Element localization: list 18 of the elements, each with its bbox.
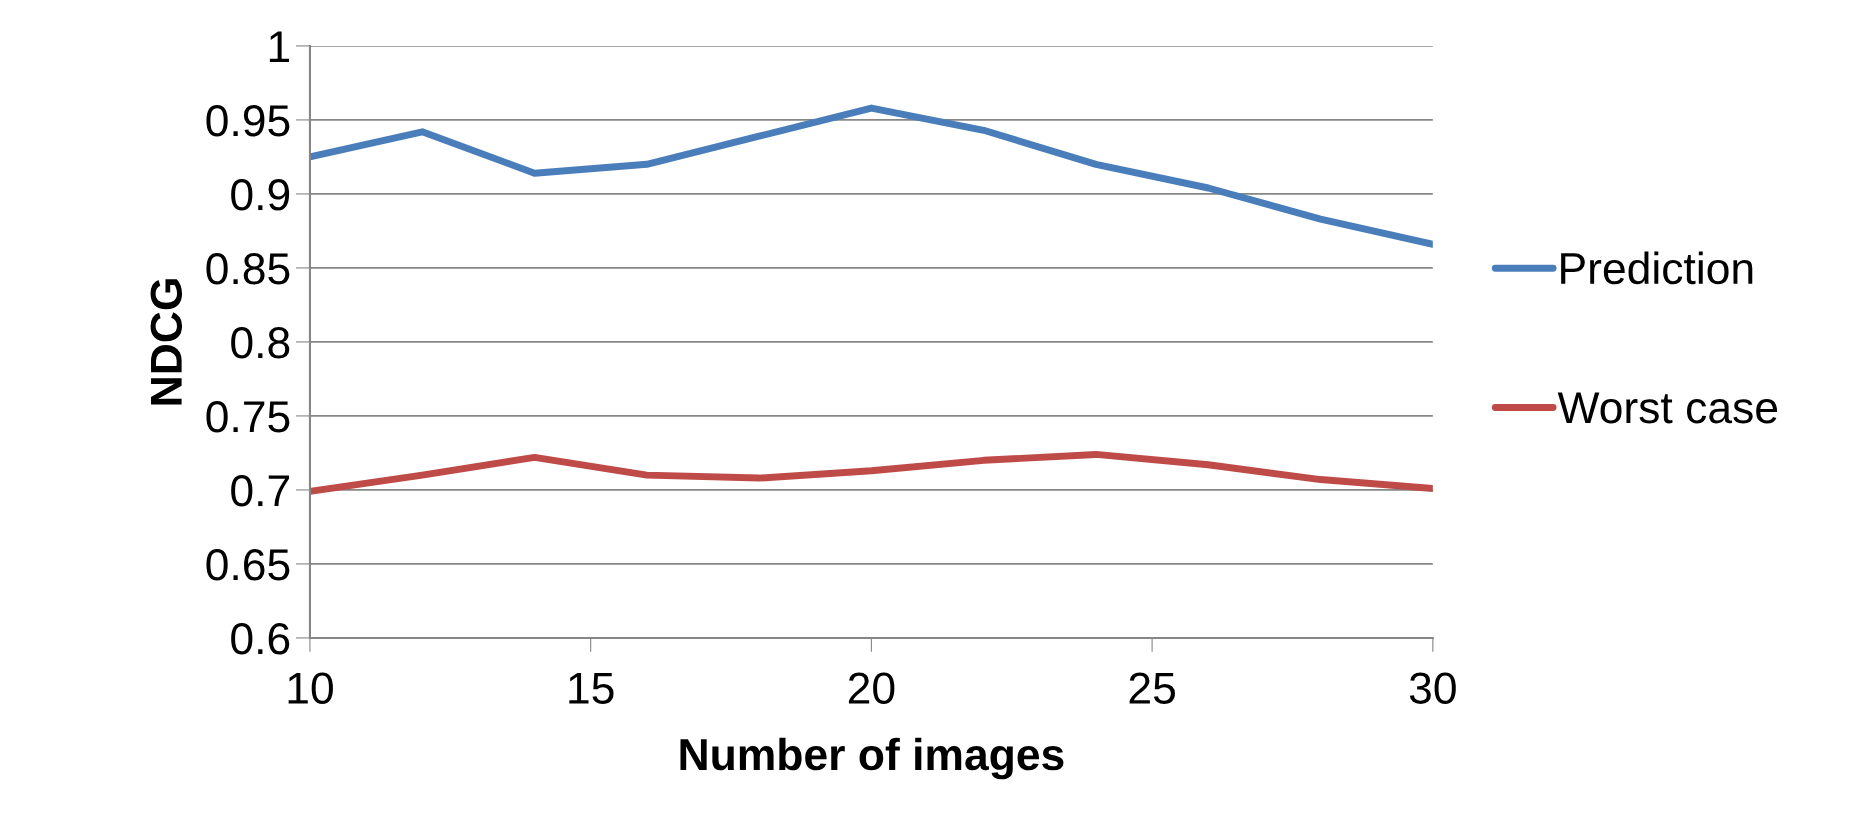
legend-label: Prediction [1561, 251, 1753, 285]
x-axis-title: Number of images [680, 737, 1064, 780]
y-tick-label: 1 [269, 31, 290, 63]
x-tick-label: 30 [1409, 672, 1456, 704]
legend-label: Worst case [1557, 392, 1778, 424]
y-tick-label: 0.7 [231, 475, 289, 507]
y-tick-label: 0.8 [231, 327, 290, 359]
y-tick-label: 0.6 [231, 623, 290, 655]
y-tick-label: 0.65 [206, 549, 290, 581]
x-tick-label: 20 [848, 672, 895, 704]
y-tick-label: 0.95 [206, 105, 290, 137]
x-tick-label: 15 [569, 672, 614, 704]
y-tick-label: 0.9 [231, 179, 290, 211]
y-axis-title: NDCG [150, 279, 183, 405]
y-tick-label: 0.85 [206, 253, 290, 285]
y-tick-label: 0.75 [206, 401, 290, 433]
x-tick-label: 25 [1129, 672, 1175, 704]
x-tick-label: 10 [288, 672, 333, 704]
